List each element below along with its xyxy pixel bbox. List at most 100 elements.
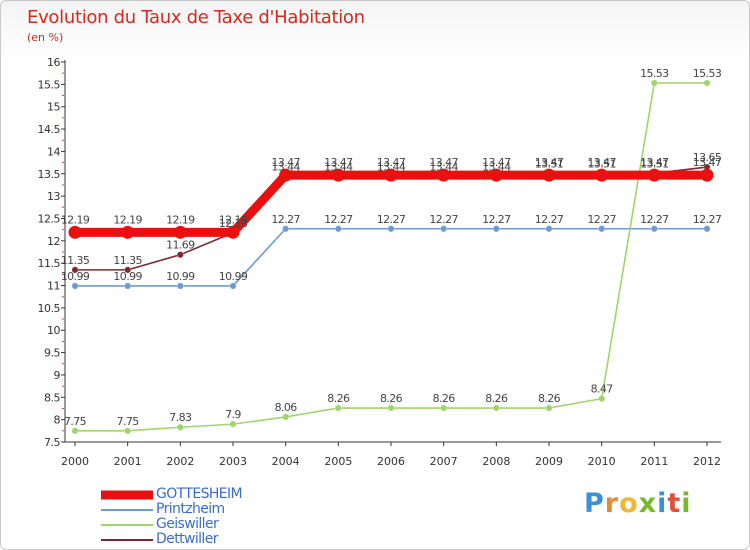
data-point <box>331 168 345 182</box>
data-label: 12.27 <box>587 213 616 226</box>
data-point <box>440 404 448 412</box>
x-tick-label: 2003 <box>219 455 247 468</box>
data-label: 12.27 <box>640 213 669 226</box>
legend-item: Geiswiller <box>101 517 321 532</box>
x-tick-label: 2006 <box>377 455 405 468</box>
data-label: 8.26 <box>327 392 350 405</box>
data-label: 11.35 <box>61 254 90 267</box>
data-label: 8.26 <box>538 392 561 405</box>
chart-legend: GOTTESHEIM Printzheim Geiswiller Dettwiller <box>101 487 321 547</box>
data-label: 13.44 <box>429 160 458 173</box>
data-label: 8.06 <box>275 401 298 414</box>
legend-swatch <box>101 490 153 499</box>
y-tick-label: 15 <box>47 101 60 114</box>
y-tick-label: 10 <box>47 324 60 337</box>
logo-letter: o <box>619 488 639 519</box>
data-point <box>282 225 290 233</box>
data-point <box>124 427 132 435</box>
logo-letter: x <box>638 488 658 519</box>
data-point <box>71 427 79 435</box>
data-label: 7.75 <box>64 415 87 428</box>
data-point <box>545 225 553 233</box>
data-point <box>650 79 658 87</box>
data-label: 8.47 <box>591 383 614 396</box>
data-point <box>542 168 556 182</box>
data-label: 13.47 <box>535 156 564 169</box>
y-tick-label: 12.5 <box>38 212 61 225</box>
data-point <box>598 395 606 403</box>
x-tick-label: 2000 <box>61 455 89 468</box>
data-point <box>650 225 658 233</box>
data-point <box>121 225 135 239</box>
data-label: 8.26 <box>485 392 508 405</box>
data-point <box>700 168 714 182</box>
data-label: 11.69 <box>166 239 195 252</box>
legend-item: Printzheim <box>101 502 321 517</box>
legend-swatch <box>101 523 153 526</box>
data-label: 13.47 <box>693 156 722 169</box>
data-point <box>387 225 395 233</box>
data-label: 12.27 <box>377 213 406 226</box>
data-label: 12.27 <box>535 213 564 226</box>
data-label: 13.51 <box>535 157 564 170</box>
data-label: 12.27 <box>482 213 511 226</box>
y-tick-label: 13.5 <box>38 168 61 181</box>
data-label: 7.75 <box>117 415 140 428</box>
legend-label: Geiswiller <box>156 516 219 532</box>
data-point <box>437 168 451 182</box>
data-point <box>545 404 553 412</box>
data-label: 7.9 <box>225 408 241 421</box>
y-tick-label: 9.5 <box>44 347 60 360</box>
y-tick-label: 11 <box>47 280 60 293</box>
x-tick-label: 2007 <box>430 455 458 468</box>
x-tick-label: 2010 <box>588 455 616 468</box>
data-label: 13.47 <box>640 156 669 169</box>
data-point <box>492 225 500 233</box>
data-label: 8.26 <box>380 392 403 405</box>
data-label: 13.47 <box>429 156 458 169</box>
y-tick-label: 9 <box>54 369 61 382</box>
data-point <box>229 420 237 428</box>
data-label: 13.47 <box>271 156 300 169</box>
data-label: 12.18 <box>219 217 248 230</box>
data-label: 12.27 <box>271 213 300 226</box>
data-label: 10.99 <box>166 270 195 283</box>
data-label: 12.19 <box>219 213 248 226</box>
x-tick-label: 2009 <box>535 455 563 468</box>
chart-subtitle: (en %) <box>27 31 64 44</box>
y-tick-label: 15.5 <box>38 78 61 91</box>
y-tick-label: 16 <box>47 56 60 69</box>
data-point <box>124 282 132 290</box>
data-label: 13.51 <box>587 157 616 170</box>
logo-letter: P <box>584 488 605 519</box>
data-label: 8.26 <box>433 392 456 405</box>
data-point <box>492 404 500 412</box>
data-point <box>71 266 79 274</box>
data-label: 10.99 <box>219 270 248 283</box>
data-label: 12.19 <box>166 213 195 226</box>
data-label: 10.99 <box>113 270 142 283</box>
proxiti-logo: Proxiti <box>584 488 692 519</box>
legend-label: Dettwiller <box>156 531 218 547</box>
logo-letter: r <box>604 488 620 519</box>
data-label: 13.51 <box>640 157 669 170</box>
data-label: 13.44 <box>377 160 406 173</box>
x-tick-label: 2001 <box>114 455 142 468</box>
data-point <box>647 168 661 182</box>
legend-swatch <box>101 508 153 511</box>
data-point <box>387 404 395 412</box>
y-tick-label: 7.5 <box>44 436 60 449</box>
data-point <box>68 225 82 239</box>
y-tick-label: 14 <box>47 145 60 158</box>
data-label: 12.27 <box>324 213 353 226</box>
x-tick-label: 2005 <box>324 455 352 468</box>
data-point <box>384 168 398 182</box>
data-label: 13.65 <box>693 151 722 164</box>
data-label: 13.47 <box>587 156 616 169</box>
data-point <box>71 282 79 290</box>
data-point <box>279 168 293 182</box>
logo-letter: i <box>681 488 692 519</box>
data-point <box>229 282 237 290</box>
x-tick-label: 2008 <box>482 455 510 468</box>
